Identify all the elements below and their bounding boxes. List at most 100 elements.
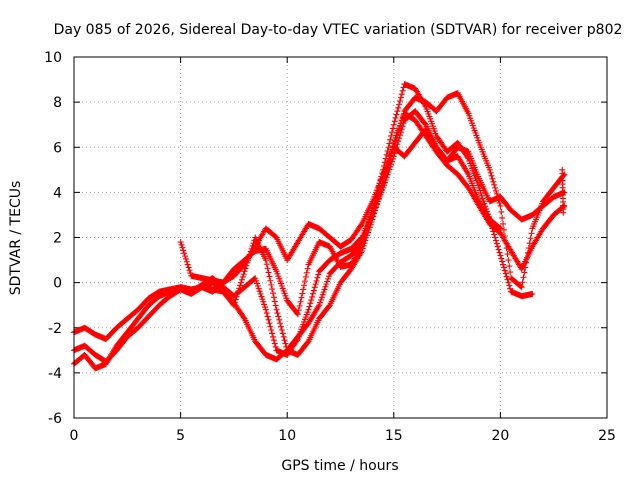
data-point [365, 226, 372, 233]
data-point [502, 239, 509, 246]
data-point [397, 129, 404, 136]
data-point [381, 177, 388, 184]
data-point [362, 237, 369, 244]
data-point [359, 245, 366, 252]
data-point [269, 330, 276, 337]
data-point [311, 284, 318, 291]
data-point [262, 257, 269, 264]
data-point [506, 263, 513, 270]
y-tick-label: -6 [48, 411, 62, 427]
data-point [187, 270, 194, 277]
data-point [394, 141, 401, 148]
data-point [498, 255, 505, 262]
data-point [294, 311, 301, 318]
data-point [385, 162, 392, 169]
data-point [524, 254, 531, 261]
data-point [265, 316, 272, 323]
data-point [260, 298, 267, 305]
data-point [501, 267, 508, 274]
data-point [268, 281, 275, 288]
data-point [524, 249, 531, 256]
data-point [394, 108, 401, 115]
data-point [492, 234, 499, 241]
data-point [314, 274, 321, 281]
data-point [373, 201, 380, 208]
data-point [373, 204, 380, 211]
x-axis-label: GPS time / hours [281, 458, 398, 474]
data-point [390, 121, 397, 128]
data-point [275, 313, 282, 320]
data-point [261, 301, 268, 308]
data-point [368, 219, 375, 226]
data-point [492, 187, 499, 194]
data-point [388, 132, 395, 139]
data-point [309, 293, 316, 300]
x-tick-label: 15 [385, 428, 403, 444]
data-point [487, 219, 494, 226]
data-point [279, 330, 286, 337]
data-point [245, 257, 252, 264]
data-point [360, 242, 367, 249]
data-point [297, 298, 304, 305]
data-point [389, 129, 396, 136]
data-point [491, 231, 498, 238]
data-point [267, 323, 274, 330]
data-point [238, 276, 245, 283]
data-point [255, 285, 262, 292]
data-point [503, 245, 510, 252]
data-point [271, 298, 278, 305]
plot-frame [73, 56, 608, 419]
x-tick-label: 5 [176, 428, 185, 444]
data-point [256, 288, 263, 295]
data-point [304, 265, 311, 272]
data-point [499, 258, 506, 265]
data-point [309, 290, 316, 297]
data-point [325, 275, 332, 282]
data-point [366, 224, 373, 231]
data-point [517, 283, 524, 290]
data-point [300, 286, 307, 293]
data-point [263, 310, 270, 317]
data-point [477, 190, 484, 197]
data-point [393, 111, 400, 118]
data-point [271, 340, 278, 347]
data-point [400, 111, 407, 118]
data-point [358, 248, 365, 255]
y-tick-label: -2 [48, 321, 62, 337]
data-point [246, 254, 253, 261]
data-point [395, 104, 402, 111]
data-point [479, 195, 486, 202]
data-point [376, 192, 383, 199]
data-point [384, 165, 391, 172]
data-point [247, 248, 254, 255]
x-tick-label: 0 [70, 428, 79, 444]
data-point [365, 229, 372, 236]
data-point [293, 310, 300, 317]
y-tick-label: 2 [53, 231, 62, 247]
data-point [177, 239, 184, 246]
x-tick-label: 10 [278, 428, 296, 444]
data-point [237, 282, 244, 289]
data-point [500, 220, 507, 227]
data-point [273, 306, 280, 313]
data-point [242, 265, 249, 272]
data-point [369, 216, 376, 223]
data-point [182, 255, 189, 262]
data-point [372, 207, 379, 214]
data-point [320, 289, 327, 296]
data-series [177, 90, 568, 291]
data-point [389, 150, 396, 157]
data-point [503, 273, 510, 280]
data-point [283, 343, 290, 350]
data-point [501, 232, 508, 239]
data-point [560, 209, 567, 216]
grid-layer [74, 57, 607, 418]
data-point [266, 273, 273, 280]
data-point [244, 259, 251, 266]
data-point [383, 151, 390, 158]
data-point [277, 323, 284, 330]
data-point [500, 226, 507, 233]
y-tick-label: -4 [48, 366, 62, 382]
data-point [232, 296, 239, 303]
data-point [180, 247, 187, 254]
